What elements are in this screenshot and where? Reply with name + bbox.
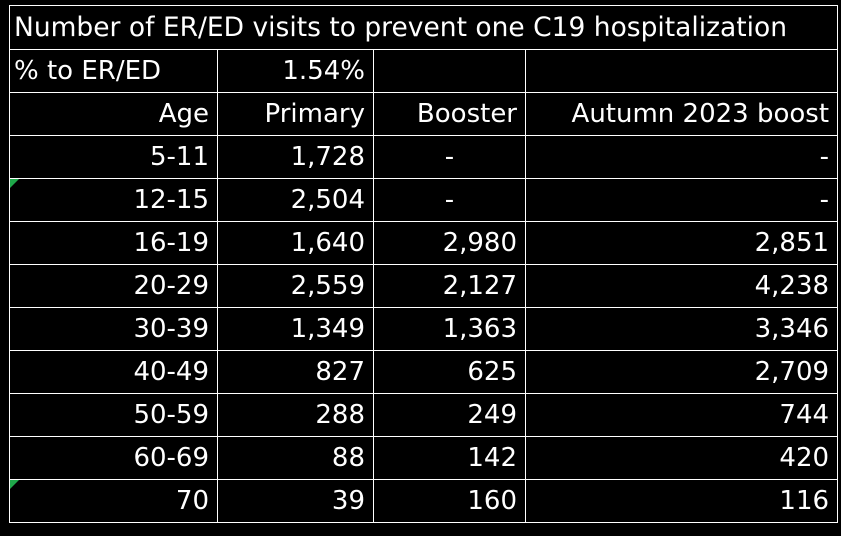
age-value: 70 bbox=[175, 486, 209, 516]
age-cell[interactable]: 20-29 bbox=[9, 264, 218, 308]
age-cell[interactable]: 30-39 bbox=[9, 307, 218, 351]
error-indicator-icon bbox=[10, 480, 19, 489]
booster-cell[interactable]: 2,980 bbox=[373, 221, 526, 265]
table-row: 12-15 2,504 - - bbox=[9, 178, 839, 222]
header-age[interactable]: Age bbox=[9, 92, 218, 136]
table-row: 20-29 2,559 2,127 4,238 bbox=[9, 264, 839, 308]
autumn-cell[interactable]: 116 bbox=[524, 479, 839, 523]
age-value: 12-15 bbox=[133, 185, 209, 215]
autumn-cell[interactable]: 2,851 bbox=[524, 221, 839, 265]
age-cell[interactable]: 12-15 bbox=[9, 178, 218, 222]
booster-cell[interactable]: 249 bbox=[373, 393, 526, 437]
table-row: 70 39 160 116 bbox=[9, 479, 839, 523]
error-indicator-icon bbox=[10, 179, 19, 188]
table-title[interactable]: Number of ER/ED visits to prevent one C1… bbox=[8, 5, 839, 50]
primary-cell[interactable]: 1,640 bbox=[217, 221, 374, 265]
booster-cell[interactable]: 160 bbox=[373, 479, 526, 523]
booster-cell[interactable]: - bbox=[373, 178, 526, 222]
age-cell[interactable]: 70 bbox=[9, 479, 218, 523]
pct-row: % to ER/ED 1.54% bbox=[9, 49, 839, 93]
autumn-cell[interactable]: - bbox=[524, 178, 839, 222]
empty-cell[interactable] bbox=[524, 49, 839, 93]
data-table: Number of ER/ED visits to prevent one C1… bbox=[8, 5, 839, 523]
table-row: 40-49 827 625 2,709 bbox=[9, 350, 839, 394]
header-booster[interactable]: Booster bbox=[373, 92, 526, 136]
table-row: 16-19 1,640 2,980 2,851 bbox=[9, 221, 839, 265]
age-cell[interactable]: 60-69 bbox=[9, 436, 218, 480]
autumn-cell[interactable]: 3,346 bbox=[524, 307, 839, 351]
booster-cell[interactable]: 2,127 bbox=[373, 264, 526, 308]
primary-cell[interactable]: 827 bbox=[217, 350, 374, 394]
primary-cell[interactable]: 288 bbox=[217, 393, 374, 437]
pct-label[interactable]: % to ER/ED bbox=[9, 49, 218, 93]
autumn-cell[interactable]: 2,709 bbox=[524, 350, 839, 394]
booster-cell[interactable]: - bbox=[373, 135, 526, 179]
age-cell[interactable]: 5-11 bbox=[9, 135, 218, 179]
primary-cell[interactable]: 1,728 bbox=[217, 135, 374, 179]
age-cell[interactable]: 50-59 bbox=[9, 393, 218, 437]
table-row: 5-11 1,728 - - bbox=[9, 135, 839, 179]
booster-cell[interactable]: 142 bbox=[373, 436, 526, 480]
autumn-cell[interactable]: 4,238 bbox=[524, 264, 839, 308]
pct-value[interactable]: 1.54% bbox=[217, 49, 374, 93]
header-primary[interactable]: Primary bbox=[217, 92, 374, 136]
age-cell[interactable]: 16-19 bbox=[9, 221, 218, 265]
primary-cell[interactable]: 39 bbox=[217, 479, 374, 523]
age-cell[interactable]: 40-49 bbox=[9, 350, 218, 394]
primary-cell[interactable]: 88 bbox=[217, 436, 374, 480]
booster-cell[interactable]: 1,363 bbox=[373, 307, 526, 351]
table-row: 30-39 1,349 1,363 3,346 bbox=[9, 307, 839, 351]
autumn-cell[interactable]: 744 bbox=[524, 393, 839, 437]
table-row: 60-69 88 142 420 bbox=[9, 436, 839, 480]
primary-cell[interactable]: 2,559 bbox=[217, 264, 374, 308]
autumn-cell[interactable]: 420 bbox=[524, 436, 839, 480]
header-row: Age Primary Booster Autumn 2023 boost bbox=[9, 92, 839, 136]
autumn-cell[interactable]: - bbox=[524, 135, 839, 179]
primary-cell[interactable]: 1,349 bbox=[217, 307, 374, 351]
title-row: Number of ER/ED visits to prevent one C1… bbox=[8, 5, 839, 50]
booster-cell[interactable]: 625 bbox=[373, 350, 526, 394]
table-row: 50-59 288 249 744 bbox=[9, 393, 839, 437]
header-autumn-boost[interactable]: Autumn 2023 boost bbox=[524, 92, 839, 136]
empty-cell[interactable] bbox=[373, 49, 526, 93]
primary-cell[interactable]: 2,504 bbox=[217, 178, 374, 222]
